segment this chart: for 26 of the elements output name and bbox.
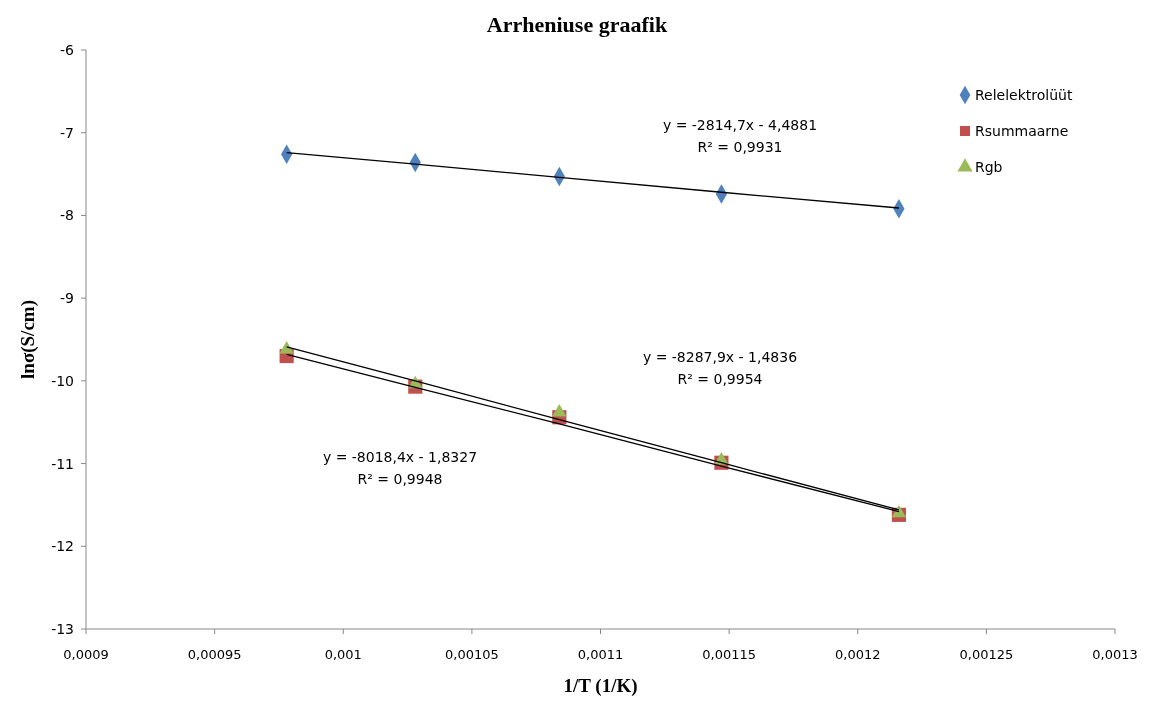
y-axis-title: lnσ(S/cm) — [17, 300, 39, 379]
x-axis-title: 1/T (1/K) — [563, 675, 638, 697]
y-tick-label: -6 — [60, 42, 75, 58]
x-tick-label: 0,00095 — [187, 647, 242, 662]
y-tick-label: -12 — [51, 538, 74, 555]
legend-label: Relelektrolüüt — [975, 87, 1073, 103]
legend-label: Rsummaarne — [975, 123, 1069, 139]
annotation: y = -8287,9x - 1,4836 R² = 0,9954 — [642, 349, 798, 387]
annotation: y = -2814,7x - 4,4881 R² = 0,9931 — [662, 117, 818, 155]
y-tick-label: -7 — [60, 124, 74, 141]
x-tick-label: 0,00125 — [959, 647, 1014, 662]
x-tick-label: 0,0013 — [1092, 647, 1138, 662]
x-tick-label: 0,001 — [324, 647, 362, 662]
y-tick-label: -9 — [60, 290, 74, 307]
annotation: y = -8018,4x - 1,8327 R² = 0,9948 — [322, 449, 478, 487]
y-tick-label: -8 — [60, 207, 74, 224]
x-tick-label: 0,0011 — [577, 647, 624, 662]
x-tick-label: 0,00115 — [702, 647, 757, 662]
x-tick-label: 0,0012 — [835, 647, 881, 662]
x-tick-label: 0,0009 — [63, 647, 109, 662]
y-tick-label: -10 — [51, 372, 74, 389]
chart-title: Arrheniuse graafik — [486, 12, 668, 37]
y-tick-label: -11 — [51, 455, 74, 472]
x-tick-label: 0,00105 — [444, 647, 499, 662]
y-tick-label: -13 — [51, 621, 74, 637]
legend-label: Rgb — [975, 159, 1003, 175]
